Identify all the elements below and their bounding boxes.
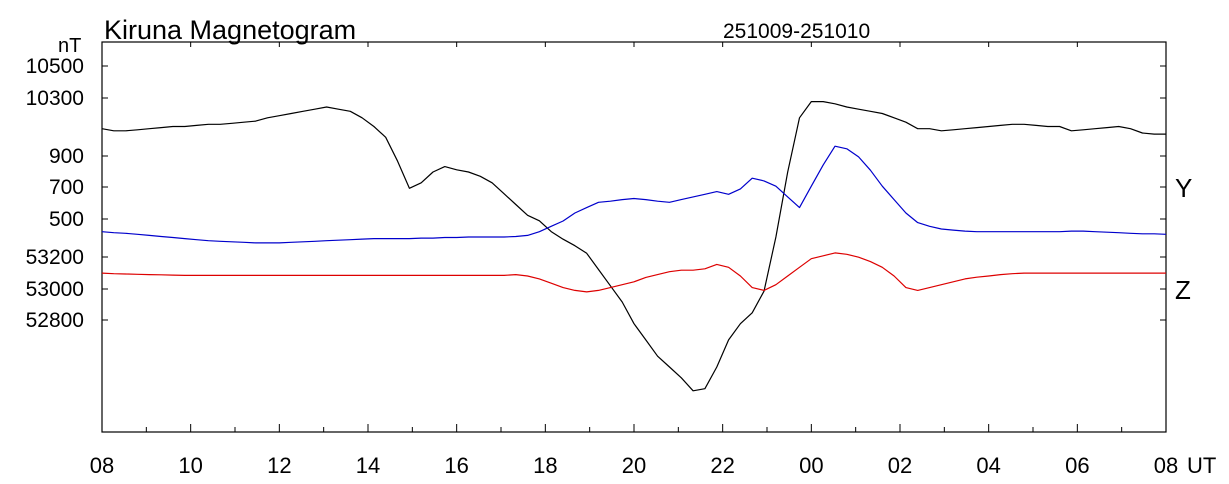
- y-tick-label: 10500: [26, 55, 84, 78]
- component-label-y: Y: [1175, 173, 1192, 203]
- x-tick-label: 22: [710, 453, 734, 478]
- x-tick-label: 10: [178, 453, 202, 478]
- axis-ticks: [101, 42, 1167, 432]
- x-tick-label: 00: [799, 453, 823, 478]
- y-tick-label: 52800: [26, 309, 84, 332]
- x-tick-label: 08: [90, 453, 114, 478]
- x-tick-label: 16: [444, 453, 468, 478]
- plot-frame: [101, 41, 1167, 433]
- trace-line-1: [101, 101, 1166, 392]
- x-tick-label: 14: [356, 453, 380, 478]
- magnetic-traces: [101, 101, 1167, 392]
- trace-line-2: [101, 145, 1167, 244]
- y-tick-label: 500: [49, 208, 84, 231]
- y-tick-label: 53000: [26, 278, 84, 301]
- chart-title: Kiruna Magnetogram: [104, 15, 356, 45]
- y-unit-label: nT: [58, 35, 81, 57]
- y-tick-labels: 10500 10300 900 700 500 53200 53000 52800: [26, 55, 84, 332]
- component-label-z: Z: [1175, 275, 1191, 305]
- y-tick-label: 900: [49, 145, 84, 168]
- component-labels: YZ: [1175, 173, 1192, 305]
- date-range-label: 251009-251010: [723, 20, 870, 43]
- y-tick-label: 10300: [26, 87, 84, 110]
- trace-line-3: [101, 252, 1166, 293]
- x-tick-label: 02: [888, 453, 912, 478]
- x-tick-label: 08: [1154, 453, 1178, 478]
- x-tick-labels: 08 10 12 14 16 18 20 22 00 02 04 06 08: [90, 453, 1178, 478]
- x-tick-label: 12: [267, 453, 291, 478]
- y-tick-label: 700: [49, 176, 84, 199]
- y-tick-label: 53200: [26, 246, 84, 269]
- x-tick-label: 06: [1065, 453, 1089, 478]
- x-tick-label: 18: [533, 453, 557, 478]
- x-tick-label: 20: [622, 453, 646, 478]
- x-tick-label: 04: [976, 453, 1000, 478]
- x-unit-label: UT: [1187, 453, 1216, 478]
